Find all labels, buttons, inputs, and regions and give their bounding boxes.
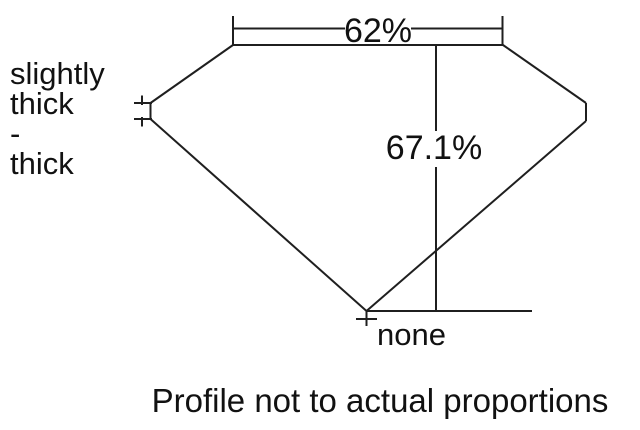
girdle-label-line-2: thick	[10, 86, 74, 121]
pavilion-facet-left	[149, 118, 368, 312]
girdle-thickness-marker	[134, 95, 152, 127]
girdle-label: slightly thick - thick	[10, 56, 105, 181]
girdle-label-line-4: thick	[10, 146, 74, 181]
caption: Profile not to actual proportions	[152, 382, 609, 419]
girdle-label-line-1: slightly	[10, 56, 105, 91]
depth-percent-label: 67.1%	[386, 129, 482, 167]
table-percent-label: 62%	[344, 12, 412, 50]
pavilion-facet-right	[365, 120, 587, 312]
culet-marker: none	[356, 310, 532, 352]
girdle-label-line-3: -	[10, 116, 20, 151]
crown-facet-right	[502, 44, 587, 104]
table-width-dimension: 62%	[232, 12, 504, 50]
culet-label: none	[377, 317, 446, 352]
diamond-outline	[149, 44, 587, 312]
crown-facet-left	[149, 44, 234, 104]
depth-dimension: 67.1%	[386, 45, 482, 311]
